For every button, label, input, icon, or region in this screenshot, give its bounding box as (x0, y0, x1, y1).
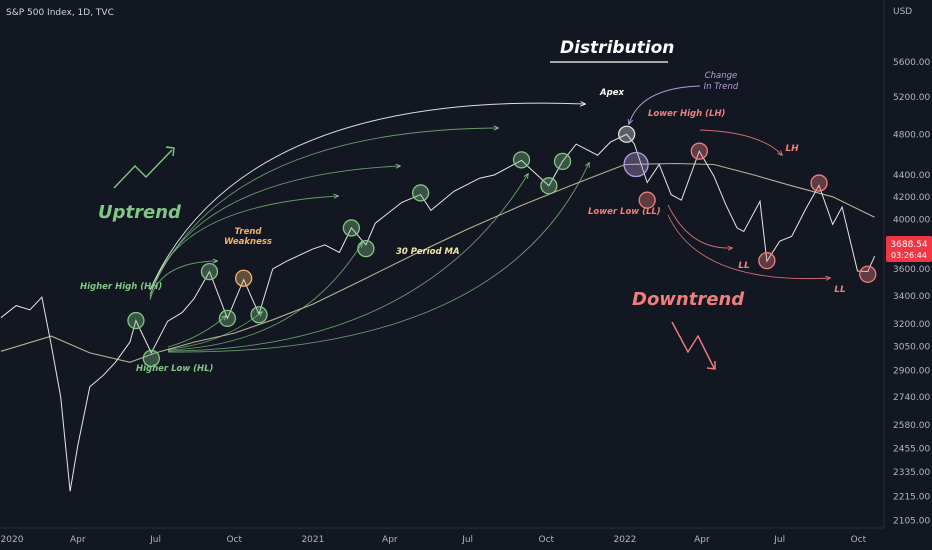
apex-arrow (149, 103, 585, 291)
y-tick-label: 2455.00 (893, 444, 930, 454)
x-tick-label: Oct (539, 535, 555, 545)
pivot-marker (235, 269, 253, 287)
pivot-marker (553, 152, 572, 171)
symbol-label: S&P 500 Index, 1D, TVC (6, 8, 114, 18)
y-tick-label: 4400.00 (893, 171, 930, 181)
downtrend-label: Downtrend (632, 289, 745, 310)
y-tick-label: 2105.00 (893, 516, 930, 526)
uptrend-arrowhead-icon (165, 146, 175, 157)
x-tick-label: Apr (70, 535, 86, 545)
y-tick-label: 4800.00 (893, 130, 930, 140)
y-tick-label: 5200.00 (893, 93, 930, 103)
trend-weakness-label-1: Trend (235, 227, 263, 237)
lower-arrows (667, 129, 830, 279)
pivot-marker (690, 142, 708, 160)
trend-weakness-label-2: Weakness (224, 237, 272, 247)
pivot-marker (512, 151, 531, 169)
higher-high-label: Higher High (HH) (80, 282, 162, 292)
x-tick-label: Apr (382, 535, 398, 545)
lh-label: LH (785, 144, 799, 154)
pivot-marker (758, 251, 776, 270)
pivot-marker (540, 177, 558, 195)
change-in-trend-arrow (629, 85, 701, 124)
chart-title: Distribution (560, 38, 674, 58)
lower-low-label: Lower Low (LL) (588, 207, 661, 217)
pivot-marker (411, 184, 430, 202)
higher-low-arrows (167, 163, 589, 353)
pivot-marker (218, 309, 237, 328)
currency-label: USD (893, 7, 912, 17)
x-tick-label: 2020 (1, 535, 24, 545)
uptrend-label: Uptrend (98, 202, 182, 223)
x-tick-label: Apr (694, 535, 710, 545)
price-series-line (0, 133, 876, 492)
downtrend-arrowhead-icon (706, 361, 716, 370)
change-in-trend-label-1: Change (705, 71, 738, 81)
y-tick-label: 2900.00 (893, 366, 930, 376)
ma-series-line (0, 162, 875, 363)
pivot-marker (142, 349, 160, 368)
x-tick-label: 2021 (301, 535, 324, 545)
ma-label: 30 Period MA (396, 247, 460, 257)
y-tick-label: 2215.00 (893, 493, 930, 503)
y-tick-label: 2580.00 (893, 421, 930, 431)
higher-high-arrows (149, 128, 498, 301)
y-tick-label: 3200.00 (893, 320, 930, 330)
x-tick-label: Oct (226, 535, 242, 545)
ll-label-2: LL (834, 285, 846, 295)
time-axis[interactable]: 2020 Apr Jul Oct 2021 Apr Jul Oct 2022 Apr Jul Oct (1, 535, 867, 545)
x-tick-label: Jul (773, 535, 785, 545)
y-tick-label: 4200.00 (893, 193, 930, 203)
pivot-marker (127, 311, 145, 330)
y-tick-label: 4000.00 (893, 216, 930, 226)
y-tick-label: 3050.00 (893, 343, 930, 353)
y-tick-label: 2335.00 (893, 468, 930, 478)
x-tick-label: Jul (461, 535, 473, 545)
higher-low-label: Higher Low (HL) (136, 364, 214, 374)
y-tick-label: 2740.00 (893, 393, 930, 403)
downtrend-arrow-icon (671, 321, 715, 369)
y-tick-label: 3400.00 (893, 292, 930, 302)
pivot-marker (638, 191, 656, 209)
uptrend-arrow-icon (113, 149, 173, 189)
x-tick-label: 2022 (614, 535, 637, 545)
ll-label-1: LL (738, 261, 750, 271)
x-tick-label: Jul (149, 535, 161, 545)
apex-label: Apex (599, 88, 624, 98)
pivot-marker (250, 306, 268, 324)
change-in-trend-label-2: In Trend (704, 82, 739, 92)
countdown-value: 03:26:44 (891, 251, 927, 260)
y-tick-label: 3600.00 (893, 265, 930, 275)
y-tick-label: 5600.00 (893, 58, 930, 68)
pivot-marker (342, 219, 361, 237)
current-price-value: 3688.54 (890, 240, 927, 250)
pivot-marker (859, 265, 877, 283)
pivot-marker (200, 262, 219, 281)
pivot-marker (623, 151, 649, 178)
x-tick-label: Oct (851, 535, 867, 545)
pivot-marker (810, 174, 828, 192)
lower-high-label: Lower High (LH) (648, 109, 726, 119)
price-axis[interactable]: 5600.00 5200.00 4800.00 4400.00 4200.00 4000.… (893, 58, 930, 526)
pivot-marker (618, 125, 636, 143)
current-price-badge: 3688.54 03:26:44 (886, 236, 932, 262)
pivot-marker (357, 240, 375, 258)
pivot-markers (127, 125, 877, 368)
